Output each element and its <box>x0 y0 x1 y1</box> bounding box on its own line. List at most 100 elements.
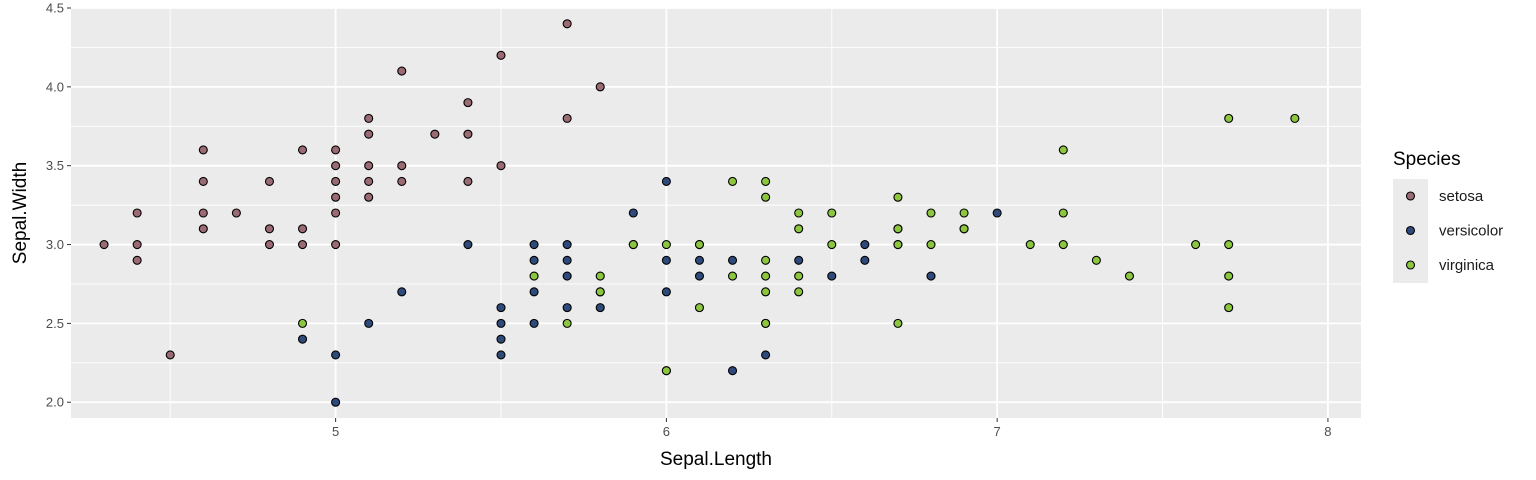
data-point-virginica <box>893 224 903 234</box>
data-point-setosa <box>132 255 142 265</box>
data-point-setosa <box>463 129 473 139</box>
y-tick-label: 3.5 <box>46 158 64 173</box>
data-point-setosa <box>364 176 374 187</box>
data-point-virginica <box>926 239 936 250</box>
y-tick-label: 4.5 <box>46 1 64 16</box>
data-point-versicolor <box>331 350 341 360</box>
data-point-virginica <box>727 176 738 187</box>
data-point-setosa <box>496 50 506 60</box>
data-point-virginica <box>761 192 771 202</box>
data-point-setosa <box>165 350 175 360</box>
data-point-virginica <box>1058 239 1068 250</box>
data-point-setosa <box>132 239 142 250</box>
data-point-setosa <box>364 192 374 202</box>
data-point-setosa <box>364 129 374 139</box>
data-point-virginica <box>1224 239 1234 250</box>
legend-label-versicolor: versicolor <box>1439 223 1503 240</box>
data-point-virginica <box>893 239 903 250</box>
data-point-setosa <box>562 19 572 29</box>
data-point-setosa <box>364 161 374 171</box>
x-axis-ticks: 5 6 7 8 <box>332 418 1332 439</box>
data-point-setosa <box>198 208 208 218</box>
data-point-virginica <box>595 271 605 281</box>
data-point-virginica <box>1191 239 1201 250</box>
data-point-virginica <box>661 366 671 376</box>
data-point-versicolor <box>331 397 341 407</box>
plot-panel <box>71 8 1361 418</box>
data-point-virginica <box>1224 303 1234 313</box>
legend-key-setosa <box>1405 191 1416 201</box>
data-point-virginica <box>727 271 738 281</box>
data-point-setosa <box>297 239 308 250</box>
data-point-versicolor <box>562 255 572 265</box>
data-point-setosa <box>99 239 109 250</box>
data-point-versicolor <box>529 287 539 297</box>
data-point-setosa <box>331 145 341 155</box>
data-point-virginica <box>661 239 671 250</box>
y-axis-ticks: 2.0 2.5 3.0 3.5 4.0 4.5 <box>46 1 71 410</box>
data-point-setosa <box>297 145 308 155</box>
data-point-virginica <box>794 208 804 218</box>
data-point-setosa <box>264 224 275 234</box>
x-tick-label: 5 <box>332 424 339 439</box>
data-point-setosa <box>331 176 341 187</box>
data-point-virginica <box>694 303 705 313</box>
data-point-virginica <box>1025 239 1035 250</box>
minor-gridlines <box>71 8 1361 418</box>
data-point-versicolor <box>496 350 506 360</box>
data-point-setosa <box>297 224 308 234</box>
data-point-setosa <box>397 161 407 171</box>
data-point-setosa <box>397 66 407 76</box>
x-tick-label: 8 <box>1324 424 1331 439</box>
data-point-setosa <box>231 208 241 218</box>
data-point-setosa <box>364 113 374 123</box>
data-point-setosa <box>264 239 275 250</box>
data-point-virginica <box>1124 271 1135 281</box>
data-point-virginica <box>761 318 771 328</box>
data-point-virginica <box>1290 113 1300 123</box>
data-point-versicolor <box>761 350 771 360</box>
data-point-virginica <box>827 208 837 218</box>
data-point-versicolor <box>496 334 506 344</box>
data-point-virginica <box>761 176 771 187</box>
data-point-versicolor <box>860 255 870 265</box>
data-point-virginica <box>959 224 969 234</box>
data-point-virginica <box>1058 145 1068 155</box>
data-point-versicolor <box>463 239 473 250</box>
data-point-versicolor <box>694 255 705 265</box>
data-point-setosa <box>198 224 208 234</box>
data-point-setosa <box>264 176 275 187</box>
data-point-versicolor <box>794 255 804 265</box>
data-point-versicolor <box>562 303 572 313</box>
data-point-setosa <box>331 239 341 250</box>
x-axis-title: Sepal.Length <box>660 449 772 470</box>
data-point-virginica <box>794 271 804 281</box>
data-point-setosa <box>198 176 208 187</box>
data-point-virginica <box>761 255 771 265</box>
data-point-setosa <box>463 176 473 187</box>
x-tick-label: 7 <box>994 424 1001 439</box>
data-point-virginica <box>926 208 936 218</box>
data-point-virginica <box>595 287 605 297</box>
y-tick-label: 3.0 <box>46 237 64 252</box>
data-point-virginica <box>827 239 837 250</box>
data-point-setosa <box>198 145 208 155</box>
data-point-versicolor <box>727 366 738 376</box>
data-point-setosa <box>397 176 407 187</box>
data-point-setosa <box>331 192 341 202</box>
x-tick-label: 6 <box>663 424 670 439</box>
data-point-setosa <box>595 82 605 92</box>
data-point-versicolor <box>496 318 506 328</box>
legend-key-versicolor <box>1405 225 1416 236</box>
y-axis-title: Sepal.Width <box>10 162 31 264</box>
data-point-virginica <box>1224 271 1234 281</box>
data-point-virginica <box>562 318 572 328</box>
data-point-versicolor <box>529 255 539 265</box>
data-point-versicolor <box>529 318 539 328</box>
data-point-virginica <box>1091 255 1101 265</box>
y-tick-label: 2.5 <box>46 316 64 331</box>
data-point-virginica <box>893 192 903 202</box>
data-point-versicolor <box>562 239 572 250</box>
data-point-versicolor <box>926 271 936 281</box>
data-point-setosa <box>331 208 341 218</box>
